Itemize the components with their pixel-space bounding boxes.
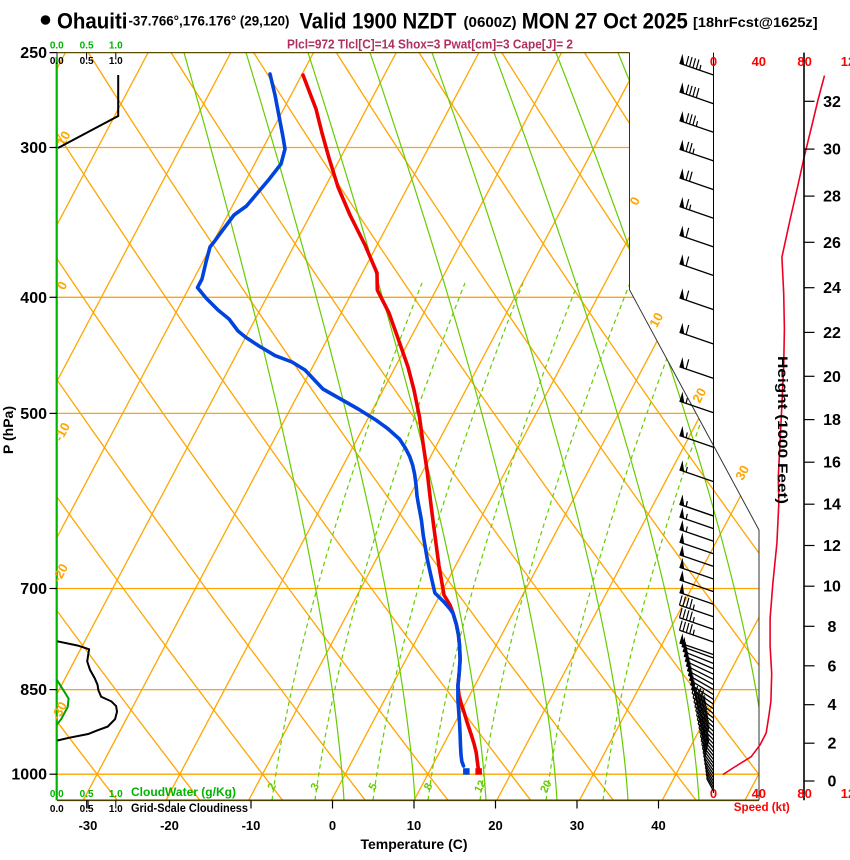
svg-text:0.5: 0.5 [80,789,94,800]
svg-text:40: 40 [651,818,665,833]
svg-text:2: 2 [266,781,279,792]
svg-text:28: 28 [823,189,841,206]
svg-text:0.5: 0.5 [80,56,94,67]
svg-text:20: 20 [689,385,709,405]
svg-text:[18hrFcst@1625z]: [18hrFcst@1625z] [693,14,818,30]
svg-text:30: 30 [823,142,841,159]
svg-text:400: 400 [20,290,47,307]
svg-text:8: 8 [422,781,435,792]
svg-text:22: 22 [823,325,841,342]
svg-text:0.0: 0.0 [50,804,64,815]
svg-text:300: 300 [20,140,47,157]
svg-text:26: 26 [823,235,841,252]
svg-text:80: 80 [797,54,811,69]
svg-text:0: 0 [710,54,717,69]
svg-text:12: 12 [841,54,850,69]
svg-text:20: 20 [538,779,554,795]
svg-text:0.0: 0.0 [50,41,64,52]
svg-text:40: 40 [752,786,766,801]
svg-text:0: 0 [710,786,717,801]
svg-text:700: 700 [20,581,47,598]
svg-text:5: 5 [367,781,380,792]
svg-text:0.0: 0.0 [50,56,64,67]
svg-text:Speed (kt): Speed (kt) [734,800,790,814]
svg-text:30: 30 [570,818,584,833]
svg-text:CloudWater (g/Kg): CloudWater (g/Kg) [131,787,236,799]
svg-text:0.5: 0.5 [80,804,94,815]
svg-text:-20: -20 [160,818,179,833]
svg-text:8: 8 [828,619,837,636]
svg-text:1.0: 1.0 [109,804,123,815]
svg-text:10: 10 [823,579,841,596]
svg-text:Valid 1900 NZDT: Valid 1900 NZDT [299,9,457,34]
svg-text:1.0: 1.0 [109,56,123,67]
svg-text:12: 12 [472,779,488,795]
svg-text:-30: -30 [79,818,98,833]
svg-text:-37.766°,176.176° (29,120): -37.766°,176.176° (29,120) [129,14,290,29]
svg-text:500: 500 [20,406,47,423]
svg-text:(0600Z): (0600Z) [464,15,517,31]
svg-text:10: 10 [407,818,421,833]
svg-text:24: 24 [823,280,841,297]
svg-text:32: 32 [823,94,841,111]
svg-text:6: 6 [828,658,837,675]
svg-text:250: 250 [20,45,47,62]
svg-text:Temperature (C): Temperature (C) [360,836,467,852]
svg-text:3: 3 [309,781,322,792]
svg-text:Plcl=972 Tlcl[C]=14 Shox=3 Pwa: Plcl=972 Tlcl[C]=14 Shox=3 Pwat[cm]=3 Ca… [287,36,573,51]
svg-text:Grid-Scale Cloudiness: Grid-Scale Cloudiness [131,803,248,815]
svg-text:12: 12 [823,538,841,555]
svg-text:40: 40 [752,54,766,69]
svg-text:-10: -10 [242,818,261,833]
svg-text:0.0: 0.0 [50,789,64,800]
svg-text:12: 12 [841,786,850,801]
svg-text:Ohauiti: Ohauiti [57,9,128,34]
svg-text:Height (1000 Feet): Height (1000 Feet) [775,356,791,504]
svg-text:4: 4 [828,697,837,714]
svg-text:P (hPa): P (hPa) [0,406,16,454]
svg-text:0.5: 0.5 [80,41,94,52]
svg-text:2: 2 [828,736,837,753]
svg-text:30: 30 [732,463,752,483]
svg-text:0: 0 [828,774,837,791]
svg-text:1.0: 1.0 [109,41,123,52]
svg-text:1.0: 1.0 [109,789,123,800]
svg-text:0: 0 [329,818,336,833]
svg-text:20: 20 [823,369,841,386]
svg-text:1000: 1000 [11,767,47,784]
svg-text:16: 16 [823,455,841,472]
svg-text:20: 20 [488,818,502,833]
svg-text:80: 80 [797,786,811,801]
svg-text:14: 14 [823,497,841,514]
svg-text:10: 10 [646,310,666,330]
svg-text:18: 18 [823,412,841,429]
svg-text:850: 850 [20,682,47,699]
svg-text:MON 27 Oct 2025: MON 27 Oct 2025 [522,9,688,34]
